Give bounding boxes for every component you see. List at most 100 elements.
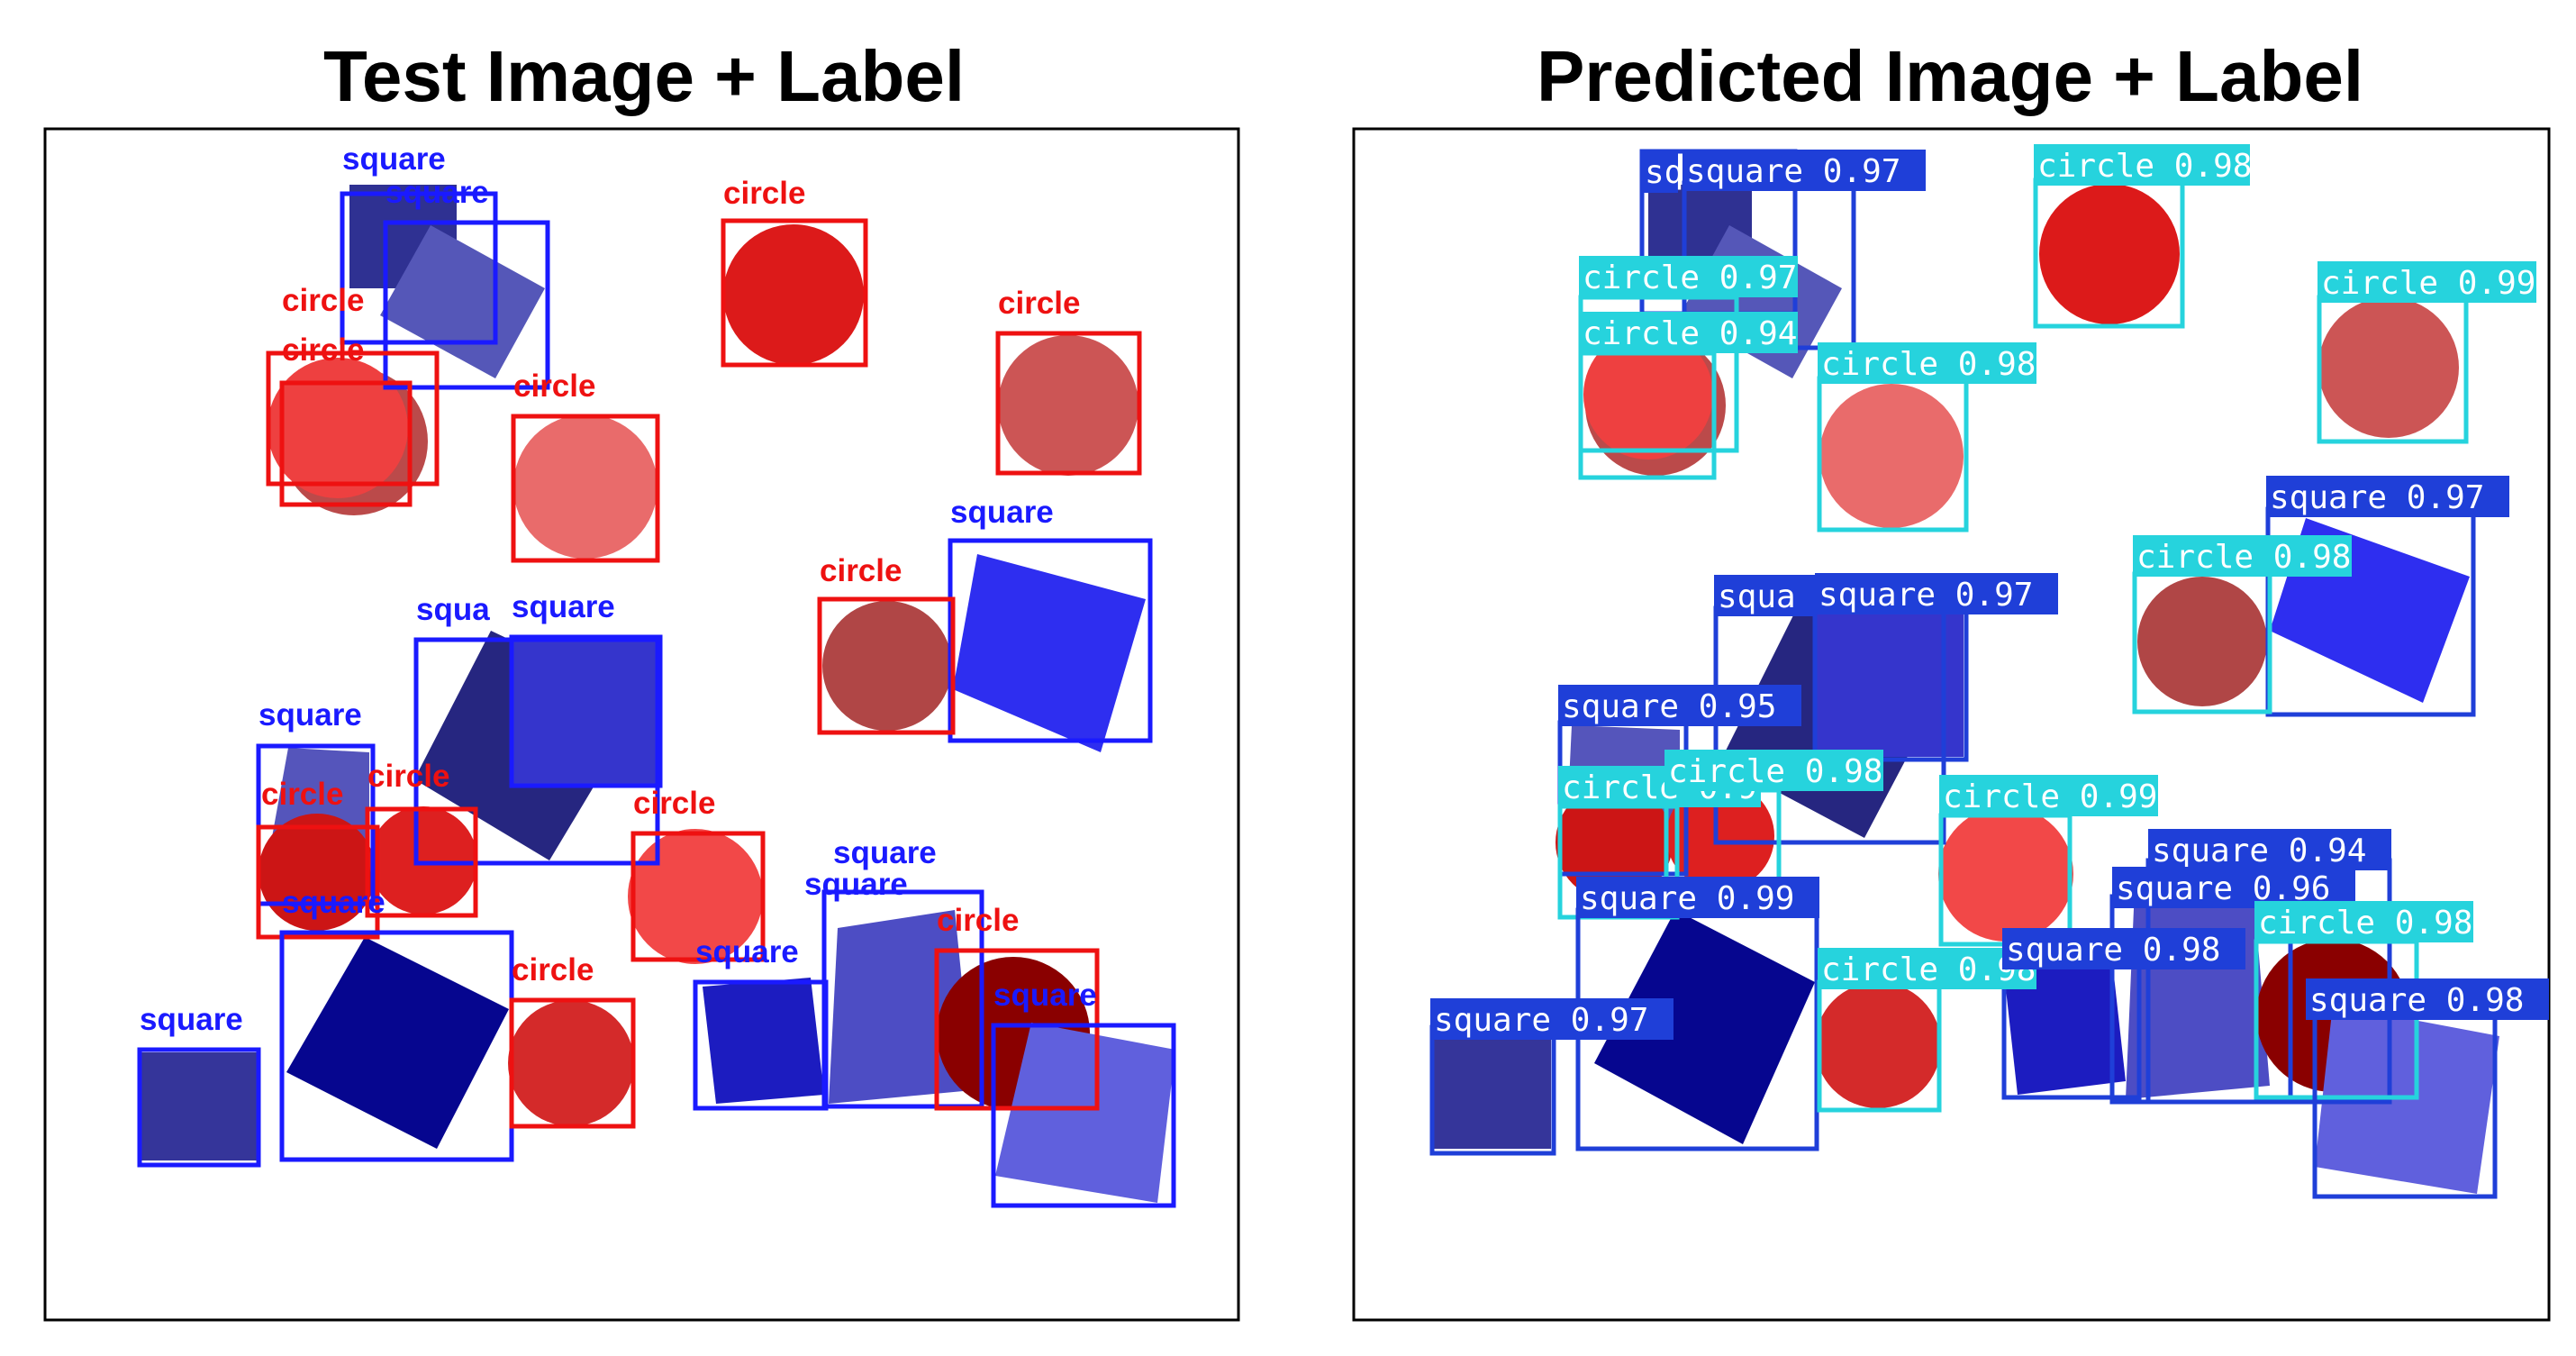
predicted-square-shape [1815,608,1964,757]
predicted-circle-shape [1938,806,2073,942]
test-box-circle [365,806,478,918]
test-label: circle [282,332,364,368]
predicted-label: square 0.97 [1686,153,1900,190]
predicted-label: circle 0.98 [2037,148,2252,185]
test-box-square [413,637,660,866]
test-square-shape [286,937,509,1149]
predicted-label: square 0.98 [2309,982,2524,1019]
predicted-label-tags: sq square 0.97 circle 0.98 circle 0.97 c… [1430,144,2549,1040]
test-box-circle [817,596,956,735]
test-box-circle [995,331,1142,476]
test-label: square [282,885,385,920]
test-label: circle [633,786,715,821]
test-label: square [833,835,937,870]
predicted-circle-shape [1815,982,1941,1108]
test-box-square [509,634,663,788]
predicted-label: square 0.97 [1819,577,2033,614]
test-label: square [993,978,1097,1013]
test-labels: square square circle circle circle circl… [140,141,1097,1037]
test-image-panel: square square circle circle circle circl… [43,127,1240,1322]
test-circle-shape [822,601,952,731]
test-boxes [137,191,1176,1208]
test-box-square [340,191,498,345]
predicted-label: squa [1718,578,1796,615]
test-box-square [383,220,550,390]
test-circle-shape [628,829,763,964]
test-box-circle [266,350,440,487]
test-label: square [512,589,615,624]
predicted-label: circle 0.94 [1583,315,1797,352]
test-square-shape [995,1023,1175,1203]
test-box-circle [630,831,766,962]
test-box-circle [279,380,413,507]
test-label: square [950,495,1054,530]
test-square-shape [512,640,656,784]
test-label: circle [282,283,364,318]
test-label: circle [261,777,343,812]
test-box-square [821,889,984,1109]
predicted-label: square 0.98 [2006,932,2220,969]
predicted-circle-shape [1666,782,1774,890]
test-square-shape [953,554,1146,752]
test-label: square [804,867,908,902]
test-circle-shape [998,335,1138,476]
predicted-label: square 0.97 [2270,479,2484,516]
predicted-circle-shape [2318,297,2459,438]
test-box-circle [509,997,636,1129]
test-label: square [385,175,489,210]
test-shapes [141,185,1175,1203]
predicted-label: square 0.95 [1562,688,1776,725]
test-label: circle [937,903,1019,938]
predicted-circle-shape [1583,330,1713,460]
test-label: circle [512,952,594,987]
left-panel-title: Test Image + Label [322,36,966,116]
predicted-square-shape [2126,869,2270,1099]
test-label: square [140,1002,243,1037]
predicted-label: circle 0.99 [2321,265,2535,302]
right-panel-title: Predicted Image + Label [1536,36,2364,116]
predicted-circle-shape [1819,384,1964,528]
test-circle-shape [513,414,658,559]
test-label: circle [723,176,805,211]
test-box-circle [721,218,868,368]
test-box-circle [511,414,660,563]
test-box-circle [934,948,1100,1111]
test-label: circle [820,553,902,588]
test-label: square [259,697,362,733]
predicted-circle-shape [2137,577,2267,706]
test-circle-shape [268,358,408,498]
predicted-label: circle 0.97 [1583,259,1797,296]
test-box-circle [256,824,380,940]
test-circle-shape [723,224,864,365]
test-label: squa [416,592,490,627]
test-label: circle [513,369,595,404]
test-label: square [342,141,446,177]
predicted-label: circle 0.98 [1821,951,2036,988]
predicted-label: circle 0.98 [2258,905,2472,942]
predicted-image-panel: sq square 0.97 circle 0.98 circle 0.97 c… [1352,127,2551,1322]
predicted-label: circle 0.98 [1668,753,1882,790]
test-circle-shape [369,806,477,915]
predicted-circle-shape [2039,184,2180,324]
predicted-label: square 0.94 [2152,833,2366,869]
predicted-label: circle 0.98 [2136,539,2351,576]
predicted-label: square 0.97 [1434,1002,1648,1039]
predicted-label: circle 0.98 [1821,346,2036,383]
test-box-square [991,1023,1176,1208]
predicted-square-shape [2004,960,2126,1095]
test-square-shape [141,1052,257,1160]
predicted-label: sq [1645,154,1683,191]
predicted-square-shape [1434,1032,1551,1149]
test-label: circle [998,286,1080,321]
test-label: square [695,934,799,969]
test-label: circle [367,759,449,794]
test-square-shape [380,225,545,378]
test-square-shape [703,978,824,1104]
test-box-square [137,1047,261,1168]
test-circle-shape [508,1000,634,1126]
predicted-label: circle 0.99 [1943,778,2157,815]
test-box-square [948,538,1153,743]
predicted-square-shape [1594,910,1815,1144]
predicted-label: square 0.99 [1580,880,1794,917]
